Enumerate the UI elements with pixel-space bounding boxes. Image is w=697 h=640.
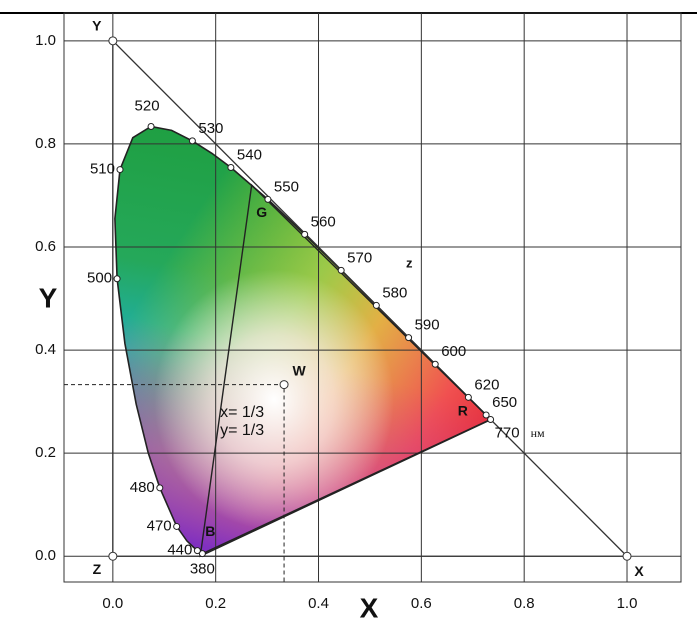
- wavelength-marker: [264, 195, 272, 203]
- plot-frame: [63, 12, 682, 583]
- triangle-vertex: [108, 551, 118, 561]
- x-tick-label: 0.6: [411, 595, 432, 612]
- x-tick-label: 0.8: [514, 595, 535, 612]
- wavelength-marker: [193, 547, 201, 555]
- white-y-text: y= 1/3: [220, 422, 264, 439]
- white-x-text: x= 1/3: [220, 404, 264, 421]
- plot: 0.0 0.2 0.4 0.6 0.8 1.0 0.0 0.2 0.4 0.6 0.8 1.0 X Y Y Z…: [35, 12, 682, 623]
- triangle-vertex: [622, 551, 632, 561]
- y-tick-label: 0.4: [35, 341, 56, 358]
- wavelength-label: 570: [347, 249, 372, 266]
- x-tick-label: 0.2: [205, 595, 226, 612]
- wavelength-label: 770: [495, 424, 520, 441]
- y-tick-label: 0.8: [35, 135, 56, 152]
- wavelength-marker: [147, 122, 155, 130]
- wavelength-marker: [372, 301, 380, 309]
- wavelength-marker: [227, 163, 235, 171]
- x-tick-label: 1.0: [617, 595, 638, 612]
- wavelength-label: 480: [130, 479, 155, 496]
- white-glow: [154, 269, 395, 530]
- xyz-triangle: [112, 39, 629, 557]
- y-tick-label: 0.0: [35, 547, 56, 564]
- wavelength-marker: [464, 393, 472, 401]
- y-tick-label: 0.2: [35, 444, 56, 461]
- wavelength-label: 440: [167, 542, 192, 559]
- wavelength-label: 620: [474, 376, 499, 393]
- wavelength-marker: [337, 266, 345, 274]
- vertex-label: X: [634, 563, 644, 579]
- wavelength-marker: [301, 230, 309, 238]
- x-tick-label: 0.4: [308, 595, 329, 612]
- wavelength-label: 580: [382, 284, 407, 301]
- wavelength-label: 500: [87, 270, 112, 287]
- y-tick-label: 0.6: [35, 238, 56, 255]
- wavelength-marker: [113, 275, 121, 283]
- wavelength-marker: [405, 334, 413, 342]
- wavelength-marker: [156, 484, 164, 492]
- unit-label: нм: [531, 426, 545, 440]
- y-tick-label: 1.0: [35, 32, 56, 49]
- white-label: W: [292, 362, 306, 378]
- wavelength-label: 530: [198, 120, 223, 137]
- wavelength-label: 510: [90, 161, 115, 178]
- wavelength-label: 470: [147, 517, 172, 534]
- wavelength-label: 590: [415, 317, 440, 334]
- triangle-vertex: [108, 36, 118, 46]
- annotation: z: [406, 255, 413, 270]
- x-axis-title: X: [360, 592, 379, 623]
- wavelength-marker: [198, 550, 206, 558]
- primary-label: B: [205, 523, 215, 539]
- wavelength-label: 380: [190, 561, 215, 578]
- wavelength-label: 560: [311, 213, 336, 230]
- wavelength-marker: [173, 522, 181, 530]
- y-axis-title: Y: [39, 282, 58, 313]
- rgb-triangle: [199, 183, 492, 558]
- x-tick-label: 0.0: [102, 595, 123, 612]
- wavelength-marker: [482, 411, 490, 419]
- wavelength-label: 540: [237, 146, 262, 163]
- wavelength-label: 650: [492, 394, 517, 411]
- wavelength-marker: [487, 415, 495, 423]
- wavelength-marker: [431, 360, 439, 368]
- wavelength-marker: [116, 166, 124, 174]
- wavelength-label: 600: [441, 343, 466, 360]
- primary-label: G: [256, 204, 267, 220]
- wavelength-marker: [188, 137, 196, 145]
- wavelength-label: 550: [274, 178, 299, 195]
- vertex-label: Z: [93, 561, 102, 577]
- primary-label: R: [458, 402, 468, 418]
- vertex-label: Y: [92, 18, 102, 34]
- white-point: [279, 380, 289, 390]
- wavelength-label: 520: [135, 97, 160, 114]
